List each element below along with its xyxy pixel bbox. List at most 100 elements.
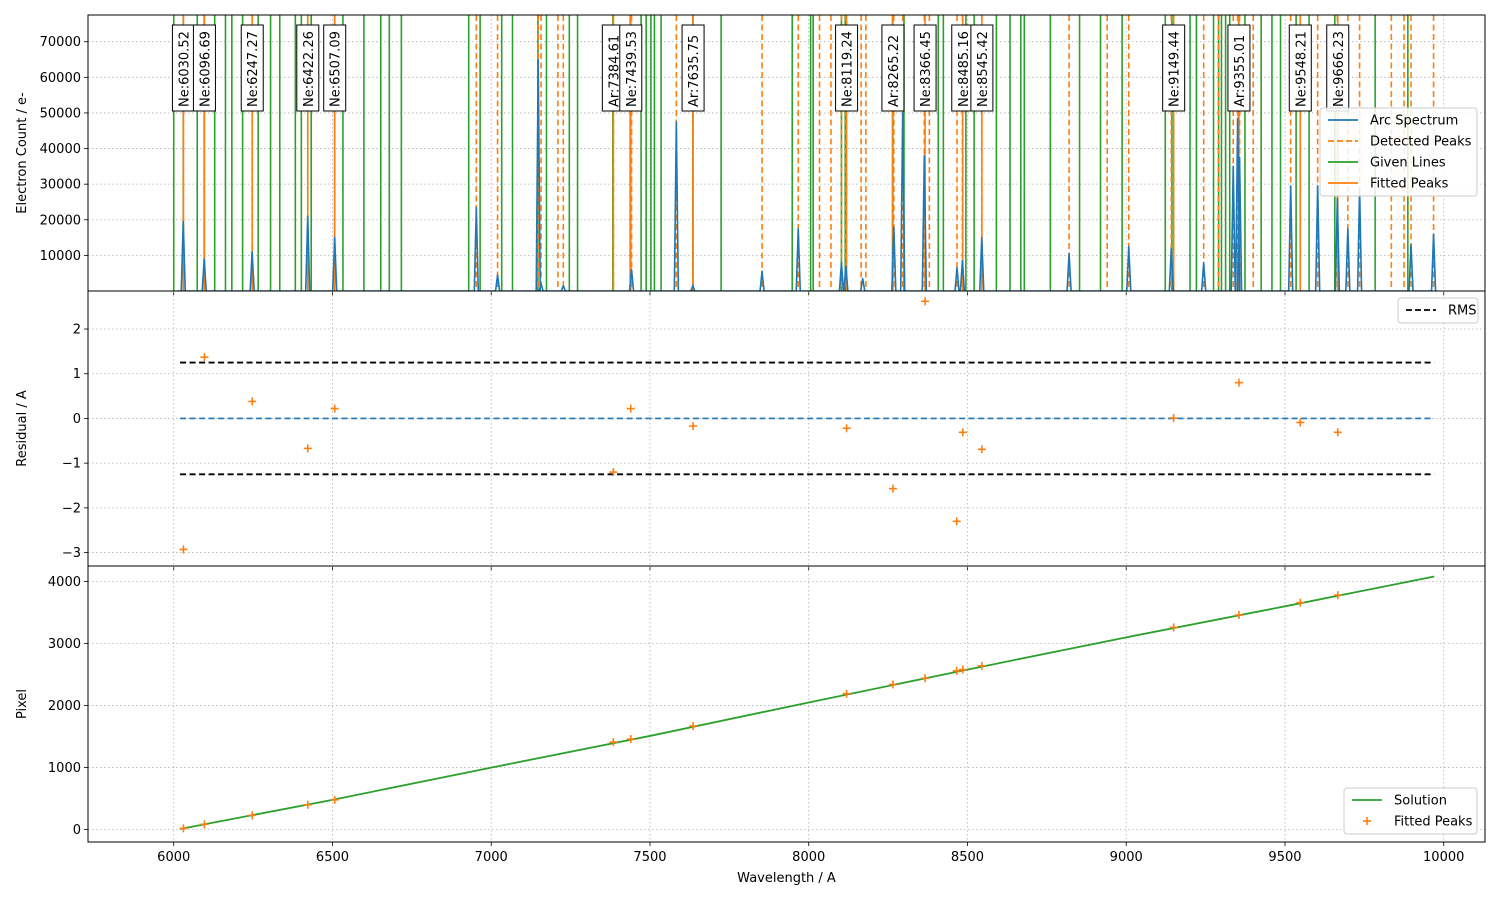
residual-point	[921, 297, 930, 306]
line-label-box	[970, 24, 994, 112]
line-label-box	[323, 24, 347, 112]
plot-area: Ne:6030.52 Ne:6096.69 Ne:6247.27 Ne:6422.26…	[171, 15, 1438, 291]
x-tick-label: 9500	[1268, 850, 1301, 865]
residual-point	[200, 353, 209, 362]
solution-fitted-point	[977, 661, 986, 670]
line-label: Ne:7439.53	[619, 24, 643, 112]
y-axis-label: Residual / A	[15, 390, 30, 467]
line-label: Ar:7635.75	[681, 24, 705, 112]
residual-point	[1169, 413, 1178, 422]
y-tick-label: 20000	[40, 213, 81, 228]
solution-fitted-point	[330, 795, 339, 804]
line-label-text: Ne:7439.53	[625, 31, 640, 107]
line-label: Ar:7384.61	[601, 24, 625, 112]
legend-label: Fitted Peaks	[1394, 815, 1473, 830]
solution-fitted-point	[689, 722, 698, 731]
line-label-text: Ne:8366.45	[919, 31, 934, 107]
line-label-text: Ar:7635.75	[687, 35, 702, 107]
y-tick-label: −2	[62, 501, 81, 516]
residual-point	[330, 404, 339, 413]
axes-frame	[87, 290, 1486, 567]
y-tick-label: −1	[62, 457, 81, 472]
y-tick-label: 50000	[40, 106, 81, 121]
y-tick-label: 30000	[40, 178, 81, 193]
x-tick-label: 7500	[633, 850, 666, 865]
solution-fitted-point	[958, 665, 967, 674]
solution-fitted-point	[1169, 623, 1178, 632]
solution-fitted-point	[200, 820, 209, 829]
legend-label: Fitted Peaks	[1370, 177, 1449, 192]
x-tick-label: 6500	[316, 850, 349, 865]
line-label: Ne:8366.45	[913, 24, 937, 112]
solution-fitted-point	[1234, 610, 1243, 619]
x-tick-label: 8500	[951, 850, 984, 865]
legend-label: Given Lines	[1370, 156, 1446, 171]
legend-marker	[1363, 817, 1371, 825]
solution-fitted-point	[303, 800, 312, 809]
y-tick-label: 2	[73, 323, 81, 338]
x-tick-label: 9000	[1110, 850, 1143, 865]
y-tick-label: 0	[73, 412, 81, 427]
x-tick-label: 6000	[157, 850, 190, 865]
line-label-text: Ar:7384.61	[607, 35, 622, 107]
line-label: Ne:6096.69	[192, 24, 216, 112]
residual-point	[689, 422, 698, 431]
legend-box	[1397, 297, 1479, 324]
panel-residuals: −3 −2 −1 0 1 2 Residual / A RMS	[15, 290, 1486, 570]
line-label-text: Ne:6096.69	[198, 31, 213, 107]
residual-point	[888, 484, 897, 493]
solution-fitted-point	[1333, 591, 1342, 600]
line-label-box	[681, 24, 705, 112]
line-label-box	[881, 24, 905, 112]
residual-point	[952, 517, 961, 526]
y-tick-label: 1000	[48, 761, 81, 776]
legend-label: Detected Peaks	[1370, 135, 1472, 150]
residual-point	[303, 444, 312, 453]
y-axis-label: Electron Count / e-	[15, 92, 30, 214]
y-tick-label: 3000	[48, 637, 81, 652]
x-tick-label: 8000	[792, 850, 825, 865]
y-tick-label: 1	[73, 367, 81, 382]
y-tick-label: 40000	[40, 142, 81, 157]
y-tick-label: 4000	[48, 575, 81, 590]
line-label-text: Ne:6030.52	[177, 31, 192, 107]
line-label: Ne:8119.24	[835, 24, 859, 112]
residual-point	[626, 404, 635, 413]
line-label-box	[296, 24, 320, 112]
solution-fitted-point	[626, 735, 635, 744]
y-tick-label: 2000	[48, 699, 81, 714]
line-label: Ne:9548.21	[1288, 24, 1312, 112]
x-axis-label: Wavelength / A	[737, 871, 836, 886]
line-label: Ne:6247.27	[240, 24, 264, 112]
line-label-box	[240, 24, 264, 112]
line-label-text: Ne:9149.44	[1168, 31, 1183, 107]
line-label-box	[913, 24, 937, 112]
line-label-box	[192, 24, 216, 112]
line-label-text: Ar:8265.22	[887, 35, 902, 107]
y-tick-label: 70000	[40, 35, 81, 50]
line-label: Ne:6030.52	[171, 24, 195, 112]
line-label-text: Ne:6422.26	[302, 31, 317, 107]
solution-fitted-point	[921, 674, 930, 683]
line-label-text: Ne:8545.42	[976, 31, 991, 107]
line-label: Ne:8545.42	[970, 24, 994, 112]
solution-fitted-point	[1296, 598, 1305, 607]
y-tick-label: −3	[62, 546, 81, 561]
residual-point	[179, 545, 188, 554]
line-label-box	[1288, 24, 1312, 112]
residual-point	[1296, 418, 1305, 427]
line-label-box	[1227, 24, 1251, 112]
solution-fitted-point	[842, 689, 851, 698]
line-label-box	[835, 24, 859, 112]
line-label-text: Ne:8119.24	[841, 31, 856, 107]
line-label-text: Ne:9548.21	[1294, 31, 1309, 107]
solution-fitted-point	[179, 824, 188, 833]
y-tick-label: 10000	[40, 249, 81, 264]
line-label-text: Ne:8485.16	[957, 31, 972, 107]
legend-label: Arc Spectrum	[1370, 114, 1458, 129]
x-tick-label: 7000	[475, 850, 508, 865]
y-axis-label: Pixel	[15, 689, 30, 719]
line-label: Ne:6422.26	[296, 24, 320, 112]
residual-point	[977, 445, 986, 454]
